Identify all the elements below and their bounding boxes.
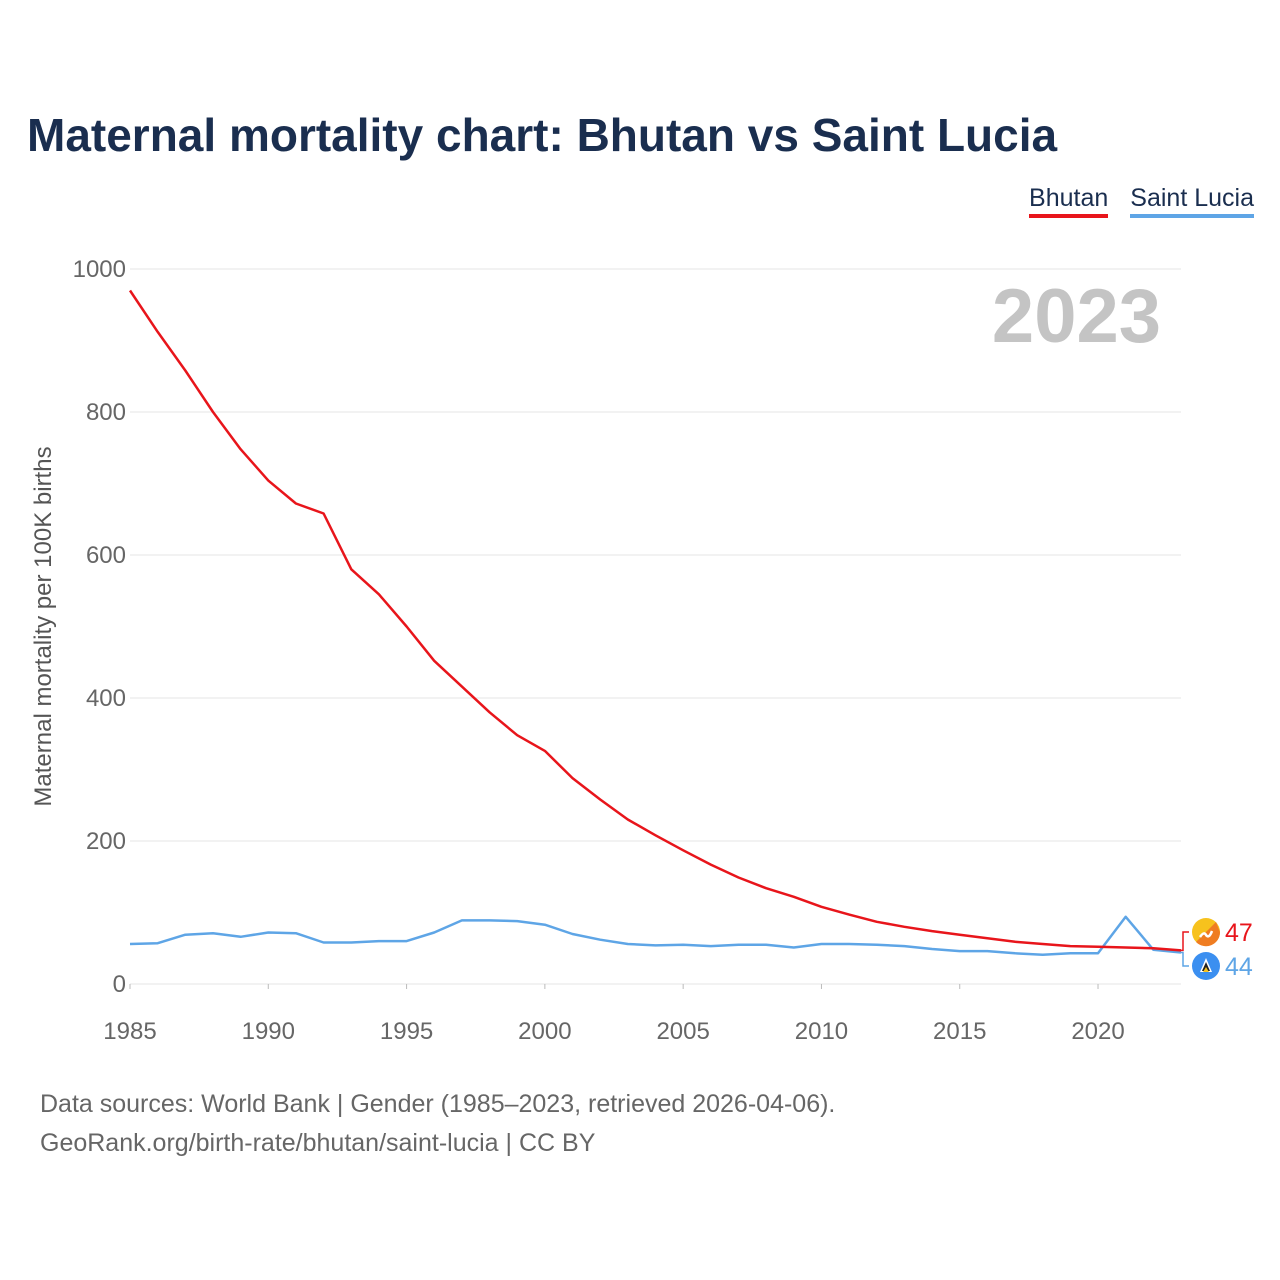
x-tick-label-2020: 2020 <box>1071 1018 1124 1045</box>
x-tick-label-1985: 1985 <box>103 1018 156 1045</box>
y-tick-label-800: 800 <box>86 399 126 426</box>
y-tick-label-600: 600 <box>86 542 126 569</box>
legend: Bhutan Saint Lucia <box>1029 184 1254 218</box>
series-line-saint-lucia <box>129 915 1182 956</box>
series-line-bhutan <box>128 289 1182 952</box>
footer: Data sources: World Bank | Gender (1985–… <box>40 1085 835 1163</box>
footer-url[interactable]: GeoRank.org/birth-rate/bhutan/saint-luci… <box>40 1129 596 1157</box>
grid-lines <box>130 268 1181 985</box>
y-tick-label-400: 400 <box>86 685 126 712</box>
footer-source: Data sources: World Bank | Gender (1985–… <box>40 1090 836 1118</box>
x-tick-label-1990: 1990 <box>242 1018 295 1045</box>
x-tick-label-1995: 1995 <box>380 1018 433 1045</box>
end-connector-bhutan <box>1181 931 1189 952</box>
triangle-gold-saint-lucia <box>1203 967 1209 972</box>
legend-item-saint-lucia[interactable]: Saint Lucia <box>1130 184 1254 218</box>
x-tick-label-2010: 2010 <box>795 1018 848 1045</box>
year-watermark: 2023 <box>992 274 1161 359</box>
x-tick-label-2005: 2005 <box>656 1018 709 1045</box>
end-value-label-saint-lucia: 44 <box>1225 953 1253 981</box>
y-tick-label-0: 0 <box>113 971 126 998</box>
axis-ticks: 0 200 400 600 800 1000 1985 1990 1995 2000 2005 201… <box>73 256 1125 1045</box>
y-axis-label: Maternal mortality per 100K births <box>30 446 57 806</box>
y-tick-label-1000: 1000 <box>73 256 126 283</box>
end-connector-saint-lucia <box>1181 951 1189 967</box>
dragon-icon-bhutan <box>1198 930 1214 938</box>
triangle-black-saint-lucia <box>1202 962 1210 971</box>
end-value-label-bhutan: 47 <box>1225 919 1253 947</box>
x-tick-label-2000: 2000 <box>518 1018 571 1045</box>
y-tick-label-200: 200 <box>86 828 126 855</box>
series-lines <box>128 289 1182 956</box>
flag-half-bhutan <box>1196 922 1221 947</box>
x-tick-label-2015: 2015 <box>933 1018 986 1045</box>
legend-item-bhutan[interactable]: Bhutan <box>1029 184 1109 218</box>
chart-title: Maternal mortality chart: Bhutan vs Sain… <box>27 109 1058 161</box>
